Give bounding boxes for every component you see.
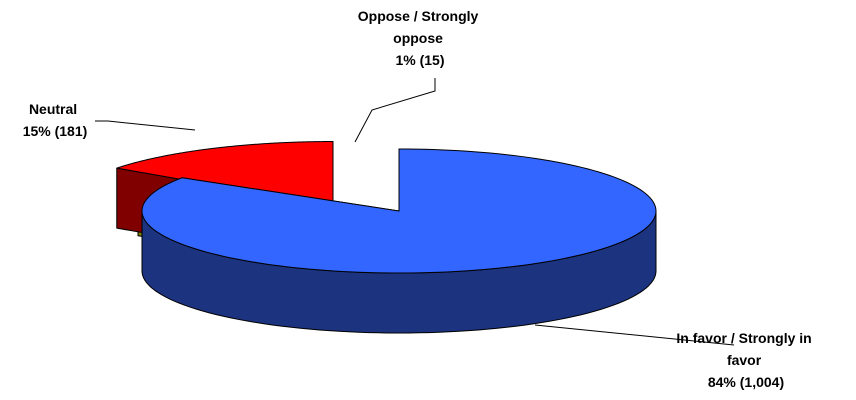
label-in-favor-line-2: favor: [727, 352, 762, 368]
label-in-favor-line-3: 84% (1,004): [708, 374, 784, 390]
label-oppose-line-3: 1% (15): [395, 52, 444, 68]
slice-top-in-favor-strongly-in-favor: [141, 148, 657, 274]
slice-in-favor-strongly-in-favor: [141, 148, 657, 334]
label-in-favor: In favor / Strongly in favor 84% (1,004): [676, 330, 815, 390]
leader-line-neutral: [95, 120, 196, 131]
leader-lines-layer: [95, 78, 735, 346]
label-neutral-line-1: Neutral: [29, 101, 77, 117]
slice-tops-layer: [141, 148, 657, 334]
label-oppose-line-2: oppose: [393, 30, 443, 46]
label-oppose-line-1: Oppose / Strongly: [358, 8, 479, 24]
label-neutral-line-2: 15% (181): [23, 123, 88, 139]
leader-line-in-favor-strongly-in-favor: [534, 324, 735, 346]
leader-line-oppose-strongly-oppose: [354, 78, 436, 143]
label-oppose: Oppose / Strongly oppose 1% (15): [358, 8, 482, 68]
label-neutral: Neutral 15% (181): [23, 101, 88, 139]
label-in-favor-line-1: In favor / Strongly in: [676, 330, 811, 346]
slice-top-neutral: [116, 141, 334, 207]
